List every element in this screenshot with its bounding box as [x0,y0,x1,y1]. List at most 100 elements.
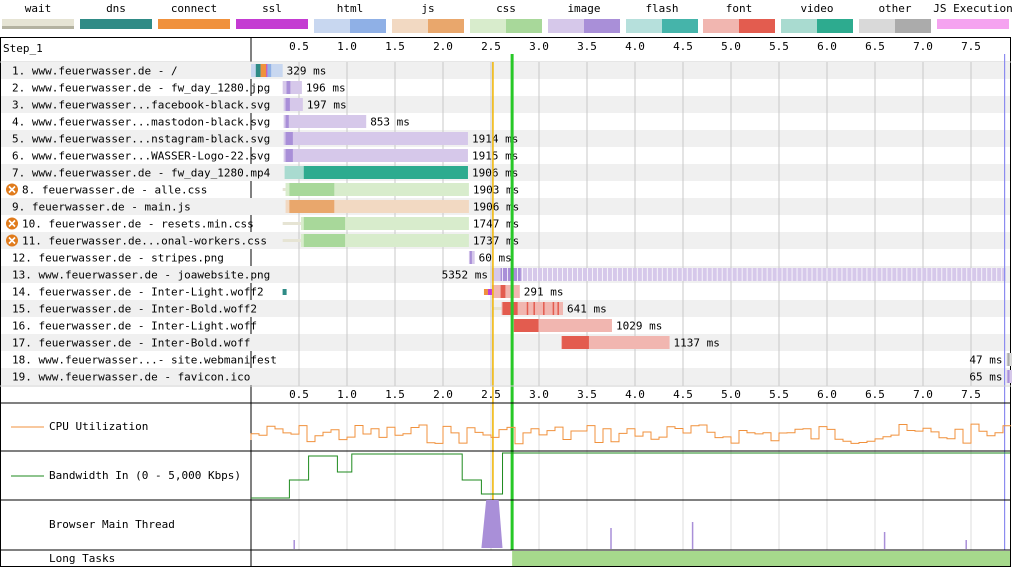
legend-swatch-light [703,19,739,33]
warning-icon-cross [8,219,16,228]
request-row: 12. feuerwasser.de - stripes.png 60 ms [12,251,512,265]
request-duration: 329 ms [287,65,327,78]
legend-label-dns: dns [106,2,126,15]
request-row: 10. feuerwasser.de - resets.min.css 1747 … [6,217,519,231]
request-label: 14. feuerwasser.de - Inter-Light.woff2 [12,286,264,299]
legend-swatch-light [314,19,350,33]
request-label: 2. www.feuerwasser.de - fw_day_1280.jpg [12,82,270,95]
legend-swatch-light [859,19,895,33]
legend-swatch-dark [817,19,853,33]
step-label: Step_1 [3,42,43,55]
tick-label: 7.5 [961,40,981,53]
request-duration: 1906 ms [472,167,518,180]
tick-label: 2.5 [481,388,501,401]
request-row: 15. feuerwasser.de - Inter-Bold.woff2 641… [12,302,607,316]
legend-swatch-dark [584,19,620,33]
bar-download [289,200,335,213]
tick-label: 4.5 [673,40,693,53]
bar-ssl [487,289,492,295]
request-row: 5. www.feuerwasser...nstagram-black.svg 1… [12,132,518,146]
legend-swatch-dark [662,19,698,33]
legend-label-video: video [800,2,833,15]
request-duration: 65 ms [969,371,1002,384]
legend-label-flash: flash [645,2,678,15]
tick-label: 1.0 [337,40,357,53]
bar-request [282,81,302,94]
request-duration: 5352 ms [442,269,488,282]
dns-dot [282,289,287,295]
bar-download [303,217,346,230]
metric-panels: CPU Utilization Bandwidth In (0 - 5,000 … [0,420,1011,566]
tick-label: 5.0 [721,40,741,53]
request-duration: 1137 ms [674,337,720,350]
bar-ssl [266,64,268,77]
row-background [1,130,1010,147]
legend-swatch-dark [895,19,931,33]
request-row: 9. feuerwasser.de - main.js 1906 ms [12,200,519,214]
request-row: 16. feuerwasser.de - Inter-Light.woff 102… [12,319,662,333]
request-row: 6. www.feuerwasser...WASSER-Logo-22.svg 1… [12,149,518,163]
request-row: 8. feuerwasser.de - alle.css 1903 ms [6,183,519,197]
tick-label: 4.5 [673,388,693,401]
legend-swatch-light [470,19,506,33]
request-duration: 1914 ms [472,133,518,146]
legend: wait dns connect ssl html js css image flash font… [2,2,1012,33]
request-label: 4. www.feuerwasser...mastodon-black.svg [12,116,270,129]
request-row: 14. feuerwasser.de - Inter-Light.woff2 29… [12,285,564,299]
request-duration: 197 ms [307,99,347,112]
request-label: 15. feuerwasser.de - Inter-Bold.woff2 [12,303,257,316]
header-row: Step_1 [3,42,43,55]
request-label: 12. feuerwasser.de - stripes.png [12,252,224,265]
bar-download [286,81,291,94]
legend-swatch [158,19,230,29]
legend-label-css: css [496,2,516,15]
browser-main-thread-label: Browser Main Thread [49,518,175,531]
legend-swatch-light [626,19,662,33]
bar-connect [483,289,488,295]
request-label: 3. www.feuerwasser...facebook-black.svg [12,99,270,112]
request-row: 1. www.feuerwasser.de - / 329 ms [12,64,326,78]
legend-swatch-line [2,26,74,29]
legend-swatch-dark [739,19,775,33]
request-row: 11. feuerwasser.de...onal-workers.css 173… [6,234,519,248]
legend-label-image: image [567,2,600,15]
bar-request [283,149,468,162]
request-row: 13. www.feuerwasser.de - joawebsite.png 5… [12,268,1006,282]
tick-label: 3.0 [529,388,549,401]
timing-markers [492,54,1006,550]
request-duration: 1915 ms [472,150,518,163]
request-label: 13. www.feuerwasser.de - joawebsite.png [12,269,270,282]
legend-label-font: font [726,2,753,15]
legend-label-ssl: ssl [262,2,282,15]
tick-label: 1.5 [385,388,405,401]
tick-label: 2.5 [481,40,501,53]
warning-icon-cross [8,185,16,194]
bar-download [303,166,468,179]
bar-download [469,251,472,264]
bar-download [500,285,506,298]
tick-label: 7.5 [961,388,981,401]
bar-download [303,234,346,247]
tick-label: 6.0 [817,40,837,53]
request-row: 3. www.feuerwasser...facebook-black.svg 1… [12,98,347,112]
row-background [1,232,1010,249]
legend-label-js: js [421,2,434,15]
request-label: 18. www.feuerwasser...- site.webmanifest [12,354,277,367]
tick-label: 6.5 [865,40,885,53]
main-thread-busy [481,500,503,548]
bar-download [285,98,290,111]
request-rows: 1. www.feuerwasser.de - / 329 ms 2. www.fe… [0,37,1012,567]
legend-label-html: html [337,2,364,15]
bar-wait [282,188,286,191]
tick-label: 0.5 [289,40,309,53]
bar-download [285,149,293,162]
request-duration: 47 ms [969,354,1002,367]
tick-label: 2.0 [433,40,453,53]
row-background [1,96,1010,113]
request-label: 17. feuerwasser.de - Inter-Bold.woff [12,337,250,350]
request-duration: 853 ms [370,116,410,129]
tick-label: 3.5 [577,40,597,53]
request-duration: 1747 ms [473,218,519,231]
bar-download [514,319,539,332]
bar-request [491,285,520,298]
